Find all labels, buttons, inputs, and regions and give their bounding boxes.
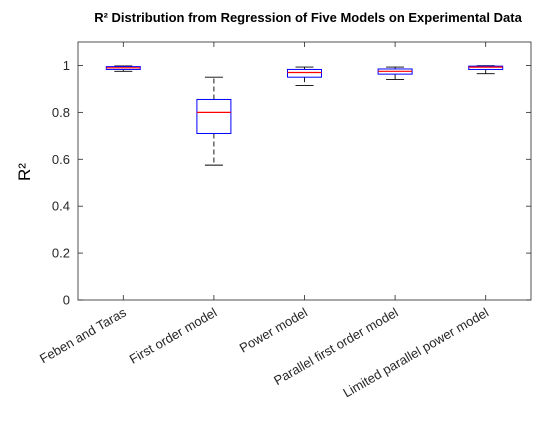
x-tick-label: First order model: [127, 305, 220, 367]
box-5: [468, 65, 504, 75]
x-tick-label: Limited parallel power model: [340, 305, 491, 401]
y-tick-label: 1: [63, 58, 70, 73]
box-iqr: [196, 98, 232, 134]
box-3: [287, 66, 322, 86]
y-axis-label: R²: [15, 163, 34, 181]
boxes: [105, 65, 504, 166]
chart-title: R² Distribution from Regression of Five …: [94, 10, 522, 25]
x-tick-label: Feben and Taras: [37, 304, 129, 366]
box-iqr: [287, 68, 322, 78]
y-tick-label: 0.6: [52, 152, 70, 167]
y-tick-label: 0: [63, 293, 70, 308]
y-tick-label: 0.2: [52, 246, 70, 261]
y-tick-label: 0.4: [52, 199, 70, 214]
box-1: [105, 65, 141, 72]
box-iqr: [468, 65, 504, 70]
y-ticks: 0 0.2 0.4 0.6 0.8 1: [52, 58, 531, 308]
box-4: [377, 66, 413, 80]
y-tick-label: 0.8: [52, 105, 70, 120]
x-tick-label: Power model: [237, 305, 310, 356]
box-2: [196, 76, 232, 166]
